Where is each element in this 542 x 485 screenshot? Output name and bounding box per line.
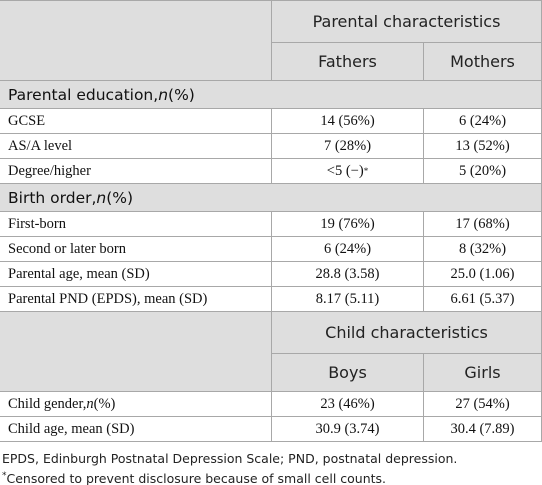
text-run: Parental education, bbox=[8, 85, 159, 104]
row-label: Degree/higher bbox=[0, 158, 272, 184]
row-label: Child age, mean (SD) bbox=[0, 416, 272, 442]
header-column: Girls bbox=[423, 353, 542, 392]
header-blank bbox=[0, 0, 272, 81]
text-run: (%) bbox=[106, 188, 134, 207]
row-value: 19 (76%) bbox=[271, 211, 424, 237]
header-blank bbox=[0, 311, 272, 392]
row-value: 30.4 (7.89) bbox=[423, 416, 542, 442]
header-column: Fathers bbox=[271, 42, 424, 81]
row-value: 6.61 (5.37) bbox=[423, 286, 542, 312]
row-value: 5 (20%) bbox=[423, 158, 542, 184]
row-value: 25.0 (1.06) bbox=[423, 261, 542, 287]
row-value: 6 (24%) bbox=[423, 108, 542, 134]
row-value: 7 (28%) bbox=[271, 133, 424, 159]
text-run: Child gender, bbox=[8, 395, 87, 412]
row-value: 13 (52%) bbox=[423, 133, 542, 159]
text-run: Censored to prevent disclosure because o… bbox=[6, 471, 387, 485]
row-label: AS/A level bbox=[0, 133, 272, 159]
row-label: Second or later born bbox=[0, 236, 272, 262]
row-value: 27 (54%) bbox=[423, 391, 542, 417]
row-value: 14 (56%) bbox=[271, 108, 424, 134]
row-value: <5 (−) * bbox=[271, 158, 424, 184]
row-value: 8 (32%) bbox=[423, 236, 542, 262]
text-run: (%) bbox=[93, 395, 116, 412]
row-value: 28.8 (3.58) bbox=[271, 261, 424, 287]
row-value: 23 (46%) bbox=[271, 391, 424, 417]
header-column: Mothers bbox=[423, 42, 542, 81]
section-title: Parental education, n (%) bbox=[0, 80, 542, 109]
row-value: 30.9 (3.74) bbox=[271, 416, 424, 442]
row-label: First-born bbox=[0, 211, 272, 237]
row-label: Parental PND (EPDS), mean (SD) bbox=[0, 286, 272, 312]
text-run: * bbox=[363, 166, 369, 176]
footnote: *Censored to prevent disclosure because … bbox=[2, 471, 386, 485]
header-column: Boys bbox=[271, 353, 424, 392]
row-value: 6 (24%) bbox=[271, 236, 424, 262]
text-run: <5 (−) bbox=[326, 162, 364, 179]
row-label: Child gender, n (%) bbox=[0, 391, 272, 417]
header-group: Child characteristics bbox=[271, 311, 542, 354]
row-label: Parental age, mean (SD) bbox=[0, 261, 272, 287]
row-value: 17 (68%) bbox=[423, 211, 542, 237]
text-run: Birth order, bbox=[8, 188, 97, 207]
footnote: EPDS, Edinburgh Postnatal Depression Sca… bbox=[2, 451, 458, 466]
row-value: 8.17 (5.11) bbox=[271, 286, 424, 312]
row-label: GCSE bbox=[0, 108, 272, 134]
text-run: n bbox=[86, 395, 94, 412]
header-group: Parental characteristics bbox=[271, 0, 542, 43]
section-title: Birth order, n (%) bbox=[0, 183, 542, 212]
text-run: * bbox=[2, 471, 7, 481]
text-run: n bbox=[96, 188, 107, 207]
text-run: (%) bbox=[168, 85, 195, 104]
text-run: n bbox=[158, 85, 169, 104]
